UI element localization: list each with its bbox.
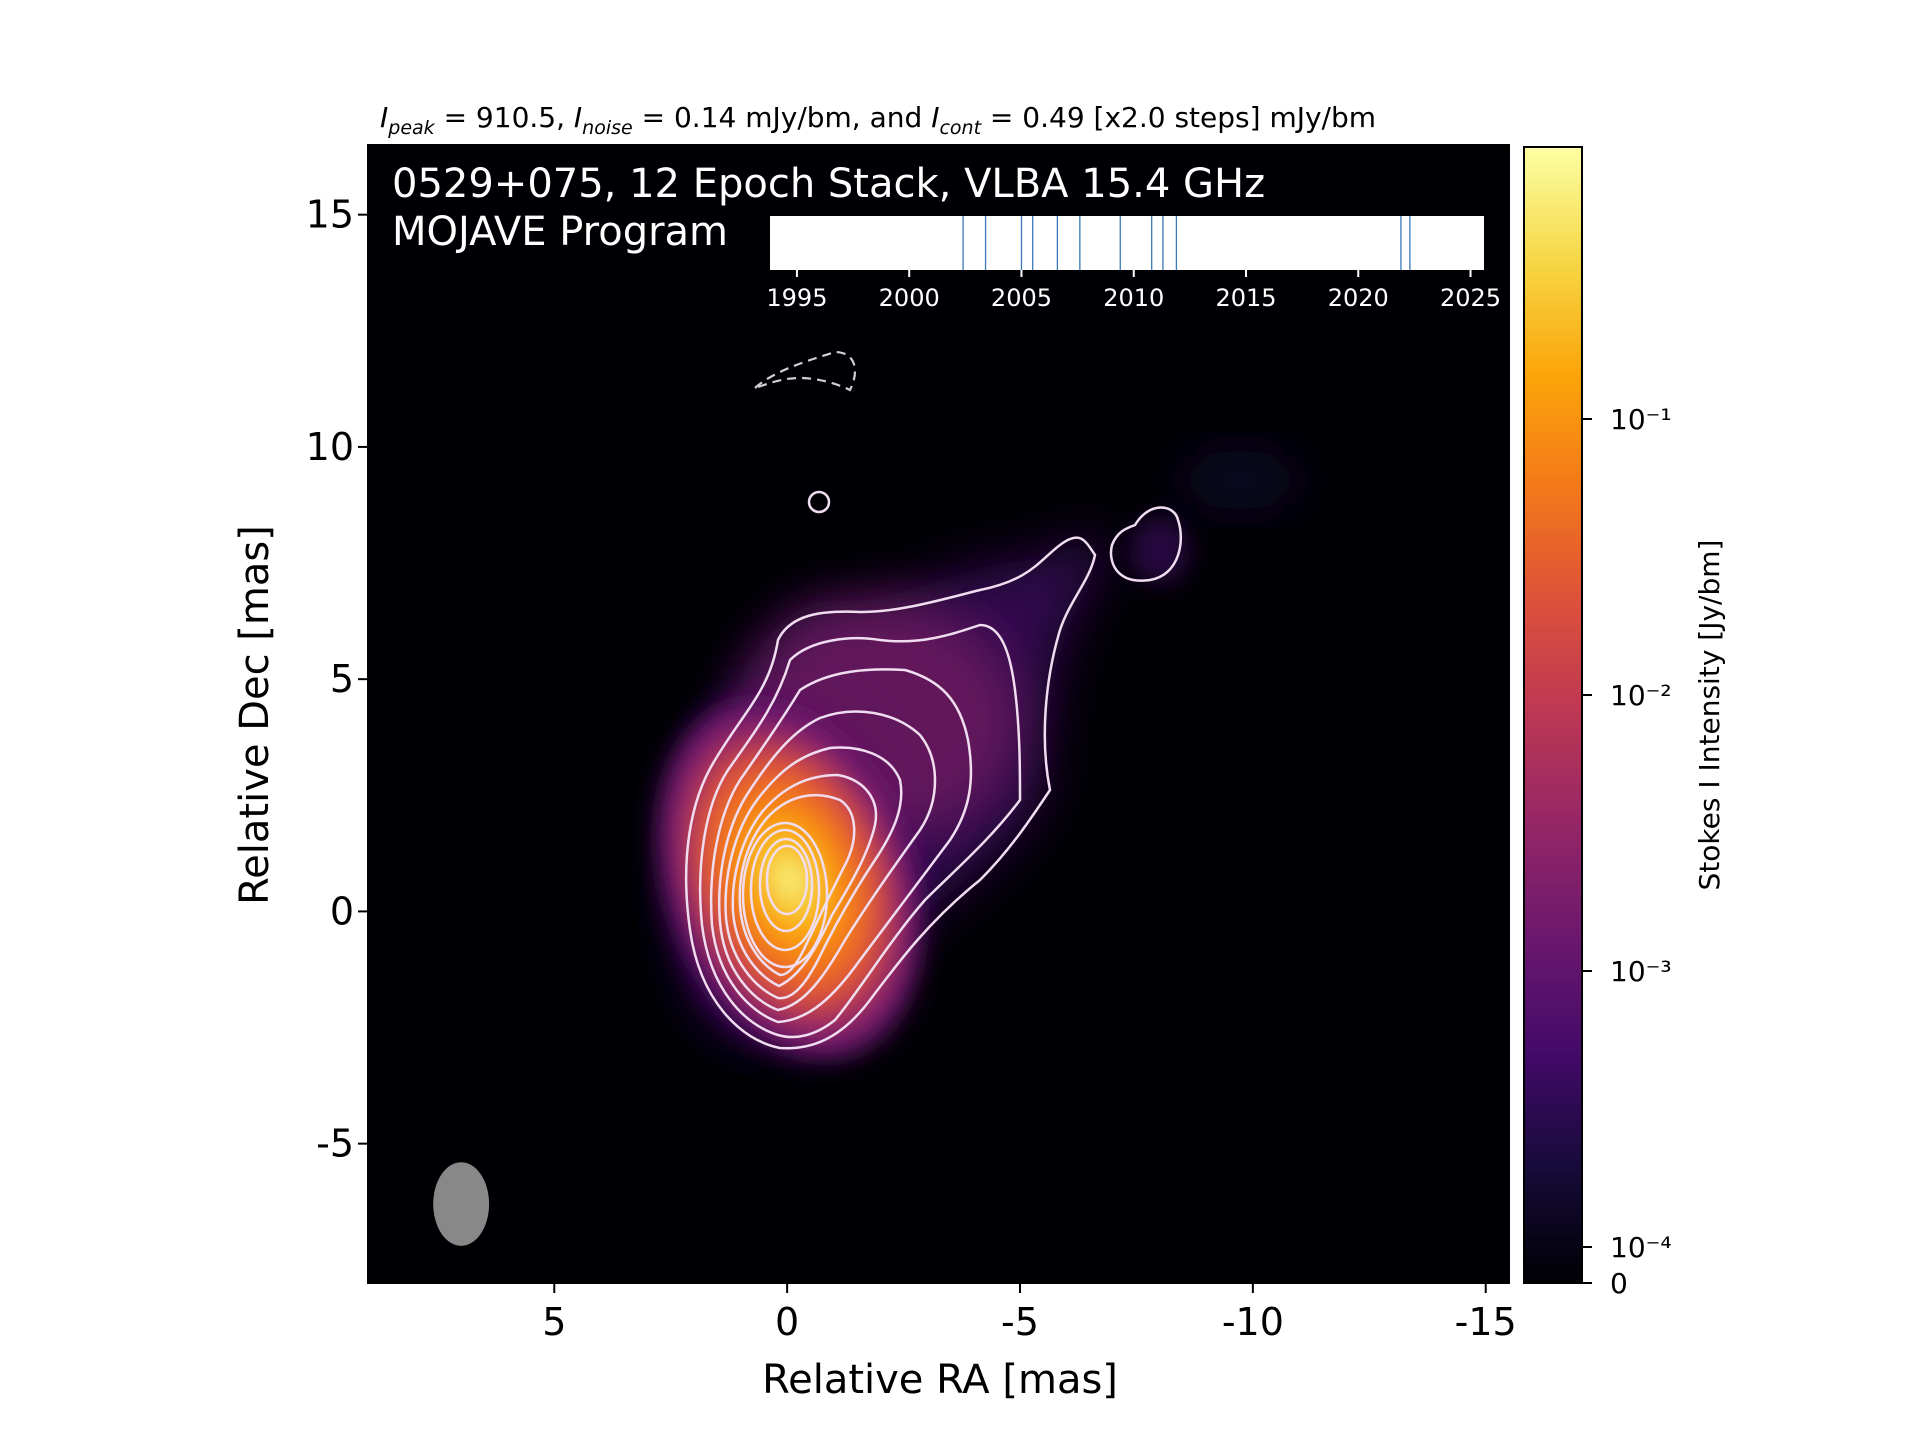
colorbar-tick-label: 10⁻²	[1610, 679, 1672, 712]
colorbar-tick-label: 10⁻⁴	[1610, 1231, 1672, 1264]
x-axis: 5 0 -5 -10 -15	[542, 1283, 1517, 1344]
contour-10	[758, 837, 814, 933]
colorbar	[1523, 146, 1583, 1284]
y-tick-label: 0	[330, 889, 354, 933]
y-tick-label: 15	[306, 193, 354, 237]
epoch-timeline	[770, 216, 1484, 270]
intensity-map	[650, 450, 1300, 1070]
beam-ellipse	[433, 1162, 490, 1246]
x-tick-label: 0	[775, 1300, 799, 1344]
y-axis-label: Relative Dec [mas]	[232, 525, 278, 905]
contour-11	[765, 844, 809, 916]
contour-6	[731, 773, 878, 988]
y-axis: 15 10 5 0 -5	[306, 193, 368, 1166]
contour-3	[709, 668, 973, 1024]
y-tick-label: 10	[306, 425, 354, 469]
panel-title-line2: MOJAVE Program	[392, 209, 728, 255]
contour-9	[749, 828, 821, 952]
y-tick-label: -5	[316, 1122, 354, 1166]
contours	[684, 350, 1182, 1050]
panel-title-line1: 0529+075, 12 Epoch Stack, VLBA 15.4 GHz	[392, 161, 1265, 207]
contour-8	[741, 821, 829, 969]
plot-frame	[367, 144, 1510, 1284]
contour-4	[718, 710, 937, 1012]
epoch-tick-label: 2005	[991, 284, 1052, 312]
x-tick-label: 5	[542, 1300, 566, 1344]
epoch-tick-label: 2025	[1440, 284, 1501, 312]
x-tick-label: -15	[1455, 1300, 1517, 1344]
epoch-lines	[962, 216, 1411, 270]
contour-negative	[754, 350, 857, 392]
colorbar-axis: 010⁻⁴ 10⁻³ 10⁻² 10⁻¹	[1582, 403, 1672, 1300]
epoch-tick-label: 2000	[879, 284, 940, 312]
contour-outer	[684, 536, 1097, 1050]
epoch-axis: 1995 2000 2005 2010 2015 2020 2025	[766, 270, 1501, 312]
colorbar-label: Stokes I Intensity [Jy/bm]	[1693, 540, 1726, 891]
y-tick-label: 5	[330, 657, 354, 701]
x-axis-label: Relative RA [mas]	[762, 1357, 1118, 1403]
colorbar-tick-label: 0	[1610, 1267, 1628, 1300]
header-text: Ipeak = 910.5, Inoise = 0.14 mJy/bm, and…	[380, 101, 1376, 139]
epoch-tick-label: 1995	[766, 284, 827, 312]
contour-2	[698, 623, 1022, 1039]
contour-blob-small	[807, 490, 831, 514]
epoch-tick-label: 2015	[1215, 284, 1276, 312]
contour-5	[724, 746, 903, 1000]
x-tick-label: -10	[1222, 1300, 1284, 1344]
epoch-tick-label: 2010	[1103, 284, 1164, 312]
x-tick-label: -5	[1001, 1300, 1039, 1344]
colorbar-tick-label: 10⁻¹	[1610, 403, 1672, 436]
contour-7	[738, 793, 856, 977]
epoch-tick-label: 2020	[1328, 284, 1389, 312]
colorbar-tick-label: 10⁻³	[1610, 955, 1672, 988]
contour-blob-right	[1109, 506, 1182, 582]
